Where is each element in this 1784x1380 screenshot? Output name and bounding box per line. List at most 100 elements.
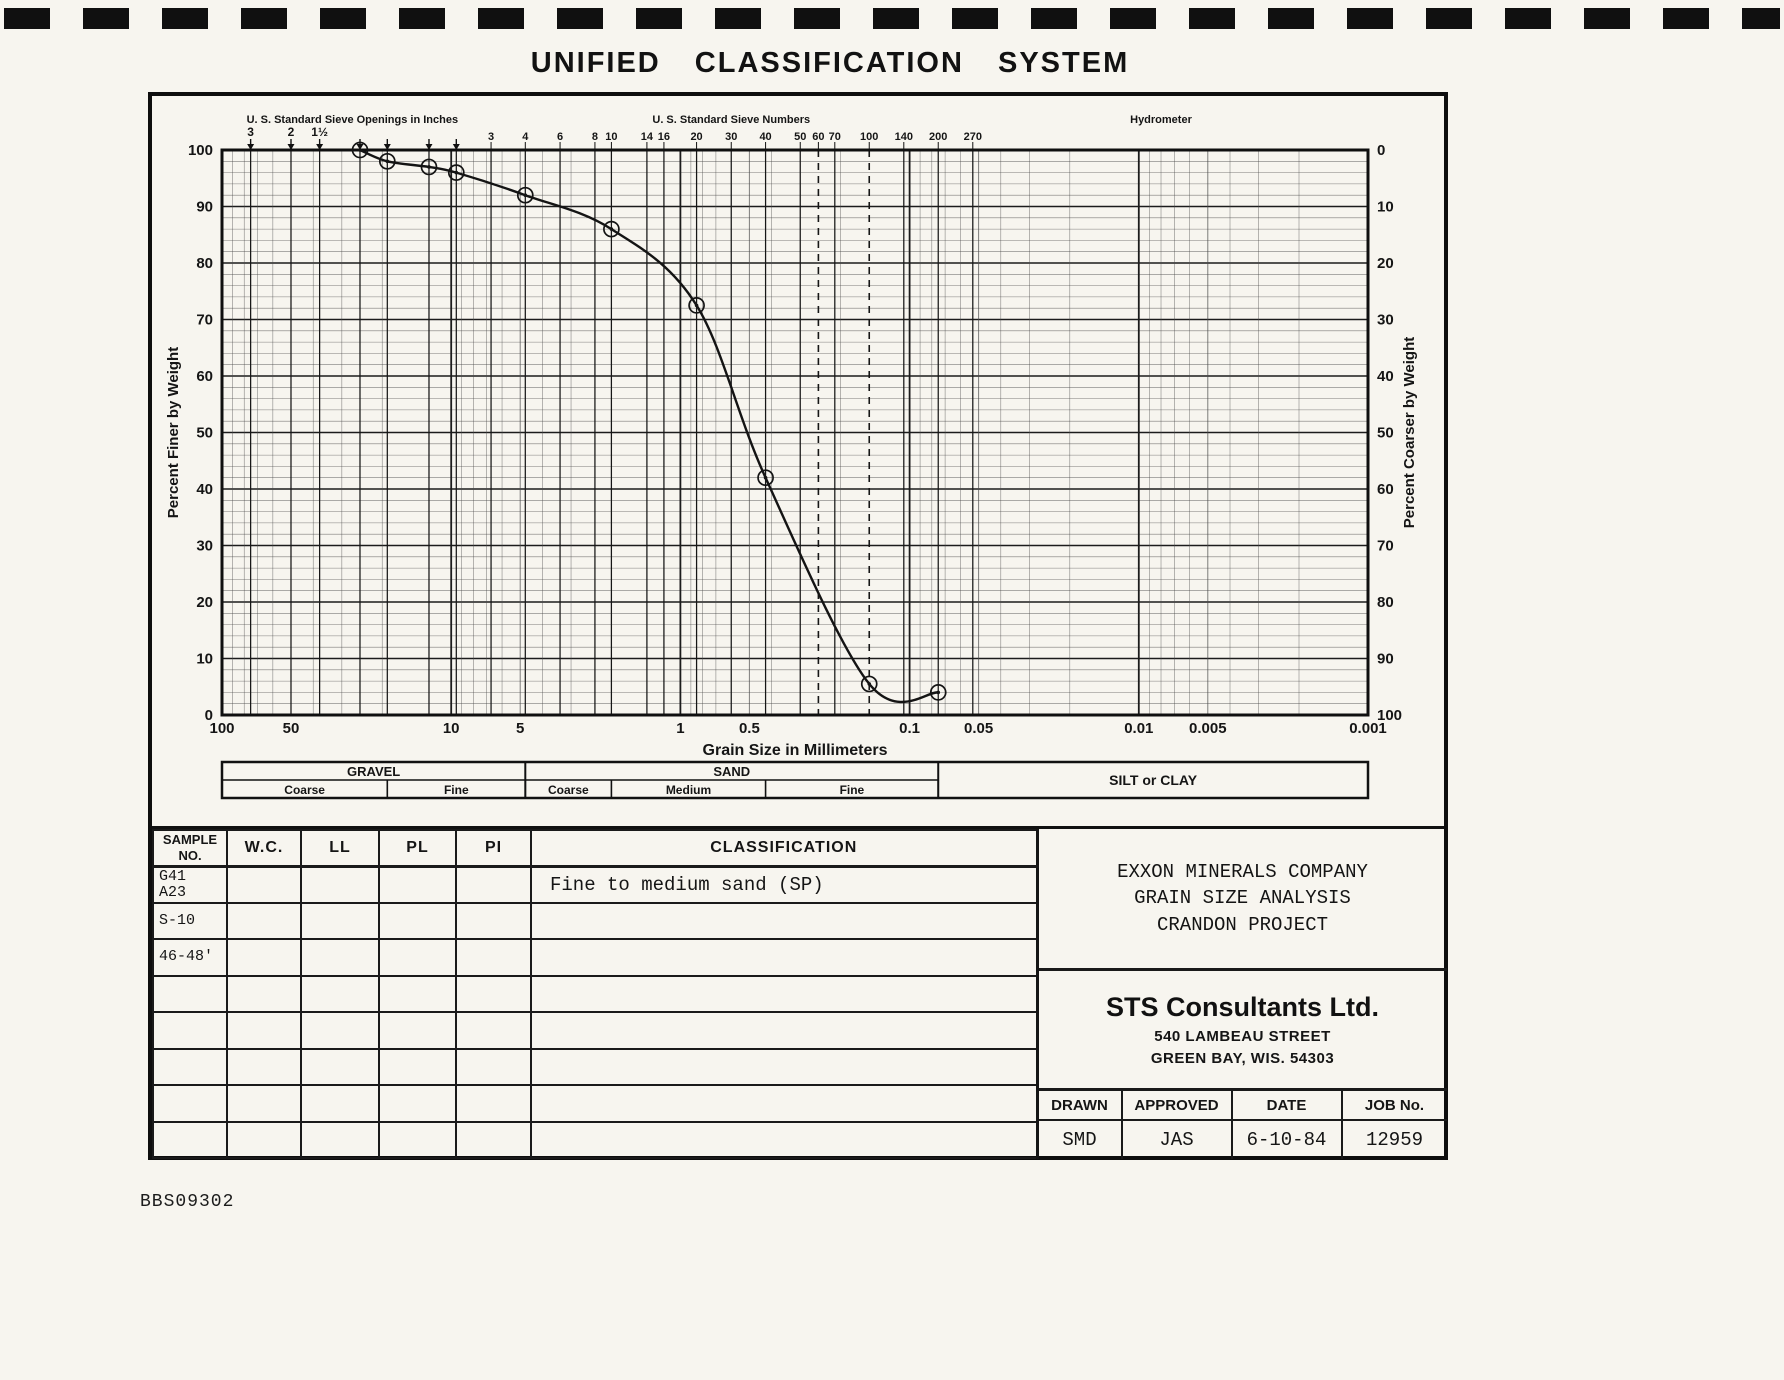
svg-text:100: 100	[188, 142, 213, 159]
data-point	[603, 220, 620, 238]
title-block: EXXON MINERALS COMPANY GRAIN SIZE ANALYS…	[1038, 829, 1447, 1159]
svg-text:80: 80	[196, 255, 213, 272]
value-cell	[226, 901, 302, 940]
table-row: S-10	[152, 901, 1038, 940]
data-point	[929, 684, 947, 701]
value-cell	[226, 974, 302, 1013]
svg-text:30: 30	[1377, 312, 1394, 329]
svg-text:Coarse: Coarse	[284, 783, 325, 797]
value-cell	[300, 1047, 380, 1086]
value-cell	[226, 1120, 302, 1159]
svg-text:14: 14	[641, 131, 654, 143]
sample-no-cell	[152, 1120, 228, 1159]
plot-border	[220, 148, 1370, 717]
value-cell	[455, 1084, 532, 1123]
value-cell	[455, 1011, 532, 1050]
sample-table: SAMPLE NO. W.C. LL PL PI CLASSIFICATION G41 A…	[152, 829, 1039, 1159]
data-point	[420, 158, 438, 176]
y-axis-left: 0 10 20 30 40 50 60 70 80 90 100	[188, 142, 213, 724]
svg-text:0.1: 0.1	[899, 720, 920, 737]
column-header-w-c: W.C.	[226, 829, 302, 868]
value-cell	[300, 1011, 380, 1050]
svg-text:270: 270	[964, 131, 982, 143]
value-cell	[226, 1084, 302, 1123]
svg-text:U. S. Standard Sieve Openings: U. S. Standard Sieve Openings in Inches	[247, 114, 459, 126]
svg-text:0.01: 0.01	[1124, 720, 1153, 737]
svg-text:Coarse: Coarse	[548, 783, 589, 797]
svg-text:50: 50	[196, 425, 213, 442]
svg-text:1: 1	[676, 720, 684, 737]
firm-address-line: GREEN BAY, WIS. 54303	[1150, 1050, 1335, 1067]
column-header-classification: CLASSIFICATION	[530, 829, 1038, 868]
table-row	[152, 1120, 1038, 1159]
table-row	[152, 1011, 1038, 1050]
svg-text:80: 80	[1377, 594, 1394, 611]
signoff-value: JAS	[1123, 1121, 1233, 1159]
signoff-header-job-no: JOB No.	[1342, 1091, 1447, 1121]
value-cell	[300, 1120, 380, 1159]
data-point	[860, 675, 878, 693]
table-row	[152, 974, 1038, 1013]
table-row: G41 A23 Fine to medium sand (SP)	[152, 865, 1038, 904]
value-cell	[455, 938, 532, 977]
column-header-pl: PL	[378, 829, 457, 868]
signoff-header-drawn: DRAWN	[1038, 1091, 1123, 1121]
column-header-sample-no: SAMPLE NO.	[152, 829, 228, 868]
svg-text:90: 90	[196, 199, 213, 216]
svg-text:20: 20	[1377, 255, 1394, 272]
svg-text:0.5: 0.5	[739, 720, 760, 737]
value-cell	[226, 1047, 302, 1086]
value-cell	[378, 1011, 457, 1050]
value-cell	[300, 938, 380, 977]
value-cell	[226, 938, 302, 977]
svg-text:3: 3	[247, 125, 254, 139]
value-cell	[300, 1084, 380, 1123]
svg-text:GRAVEL: GRAVEL	[347, 764, 400, 779]
value-cell	[455, 974, 532, 1013]
signoff-header-approved: APPROVED	[1122, 1091, 1233, 1121]
svg-text:70: 70	[1377, 538, 1394, 555]
value-cell	[455, 1047, 532, 1086]
classification-cell	[530, 1120, 1038, 1159]
svg-text:Fine: Fine	[444, 783, 469, 797]
data-point	[688, 297, 705, 314]
signoff-header-row: DRAWN APPROVED DATE JOB No.	[1038, 1091, 1447, 1121]
svg-text:30: 30	[196, 538, 213, 555]
value-cell	[378, 1120, 457, 1159]
svg-text:60: 60	[812, 131, 824, 143]
top-axis: U. S. Standard Sieve Openings in Inches U…	[247, 114, 1193, 150]
svg-text:20: 20	[196, 594, 213, 611]
data-point	[378, 152, 396, 170]
svg-text:1½: 1½	[311, 125, 328, 139]
sample-no-cell	[152, 974, 228, 1013]
value-cell	[378, 938, 457, 977]
svg-text:6: 6	[557, 131, 563, 143]
svg-text:Fine: Fine	[840, 783, 865, 797]
svg-text:70: 70	[196, 312, 213, 329]
svg-text:0.005: 0.005	[1189, 720, 1227, 737]
svg-text:200: 200	[929, 131, 947, 143]
project-line: EXXON MINERALS COMPANY	[1117, 860, 1368, 883]
signoff-value: SMD	[1039, 1121, 1123, 1159]
grain-size-bands: GRAVEL Coarse Fine SAND Coarse Medium Fine SILT…	[220, 760, 1370, 800]
table-header-row: SAMPLE NO. W.C. LL PL PI CLASSIFICATION	[152, 829, 1038, 868]
value-cell	[378, 865, 457, 904]
svg-text:100: 100	[1377, 707, 1402, 724]
svg-text:5: 5	[516, 720, 524, 737]
value-cell	[226, 865, 302, 904]
svg-text:100: 100	[209, 720, 234, 737]
value-cell	[455, 865, 532, 904]
data-point	[757, 469, 774, 487]
svg-text:40: 40	[196, 481, 213, 498]
svg-text:60: 60	[196, 368, 213, 385]
grid	[221, 149, 1369, 716]
svg-text:0: 0	[205, 707, 213, 724]
firm-address-line: 540 LAMBEAU STREET	[1154, 1028, 1331, 1045]
svg-text:40: 40	[759, 131, 771, 143]
column-header-ll: LL	[300, 829, 380, 868]
sample-no-cell: S-10	[152, 901, 228, 940]
firm-info: STS Consultants Ltd. 540 LAMBEAU STREET …	[1038, 971, 1447, 1091]
classification-cell	[530, 1011, 1038, 1050]
